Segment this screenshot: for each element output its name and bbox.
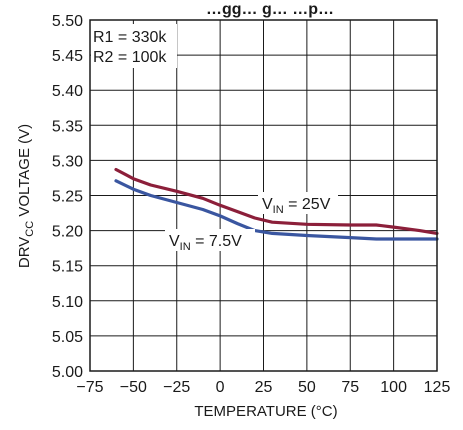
y-tick-label: 5.25 bbox=[52, 189, 83, 206]
tick-labels: 5.00 5.05 5.10 5.15 5.20 5.25 5.30 5.35 5.40 5.45… bbox=[52, 13, 451, 396]
x-tick-label: 75 bbox=[341, 379, 359, 396]
x-axis-title: TEMPERATURE (°C) bbox=[194, 403, 337, 420]
y-tick-label: 5.30 bbox=[52, 153, 83, 170]
x-tick-label: 0 bbox=[216, 379, 225, 396]
y-tick-label: 5.10 bbox=[52, 294, 83, 311]
y-axis-title-sub: CC bbox=[24, 221, 36, 237]
y-tick-label: 5.00 bbox=[52, 364, 83, 381]
label-vin-25v-main: V bbox=[262, 196, 273, 213]
label-vin-25v: VIN = 25V bbox=[262, 196, 331, 216]
y-tick-label: 5.50 bbox=[52, 13, 83, 30]
x-tick-label: −75 bbox=[76, 379, 103, 396]
x-tick-label: 25 bbox=[255, 379, 273, 396]
plot-frame bbox=[89, 19, 438, 372]
label-vin-7-5v-sub: IN bbox=[180, 241, 191, 253]
label-vin-25v-sub: IN bbox=[273, 204, 284, 216]
series-line-vin25 bbox=[114, 167, 439, 235]
series-line-vin75 bbox=[114, 179, 439, 241]
x-tick-label: −50 bbox=[120, 379, 147, 396]
label-vin-25v-bg bbox=[258, 192, 338, 214]
label-vin-7-5v-bg bbox=[165, 229, 255, 251]
y-tick-label: 5.40 bbox=[52, 83, 83, 100]
annotation-box bbox=[91, 24, 177, 68]
x-tick-label: 125 bbox=[424, 379, 451, 396]
annotation-r1: R1 = 330k bbox=[93, 29, 167, 46]
y-tick-label: 5.45 bbox=[52, 48, 83, 65]
y-tick-label: 5.05 bbox=[52, 329, 83, 346]
y-tick-label: 5.35 bbox=[52, 118, 83, 135]
chart-title: …gg… g… …p… bbox=[206, 1, 334, 18]
y-axis-title: DRVCC VOLTAGE (V) bbox=[16, 124, 36, 268]
series-lines bbox=[114, 167, 439, 241]
y-tick-label: 5.20 bbox=[52, 224, 83, 241]
annotation-r2: R2 = 100k bbox=[93, 49, 167, 66]
label-vin-7-5v-main: V bbox=[169, 233, 180, 250]
x-tick-label: −25 bbox=[163, 379, 190, 396]
x-tick-label: 50 bbox=[298, 379, 316, 396]
label-vin-7-5v-rest: = 7.5V bbox=[191, 233, 242, 250]
label-vin-7-5v: VIN = 7.5V bbox=[169, 233, 242, 253]
x-tick-label: 100 bbox=[380, 379, 407, 396]
y-axis-title-rest: VOLTAGE (V) bbox=[16, 124, 33, 221]
y-axis-title-main: DRV bbox=[16, 237, 33, 268]
label-vin-25v-rest: = 25V bbox=[284, 196, 331, 213]
y-tick-label: 5.15 bbox=[52, 259, 83, 276]
